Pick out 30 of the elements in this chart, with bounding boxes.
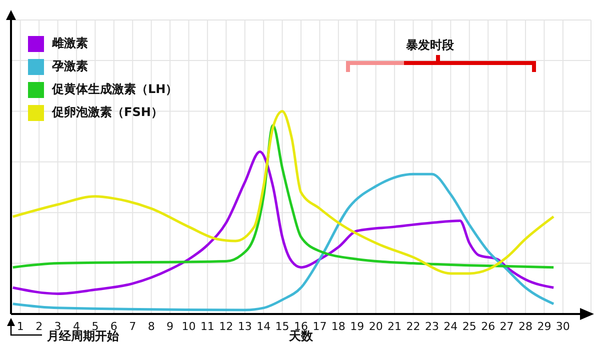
x-tick-label: 12	[219, 320, 234, 333]
x-tick-label: 22	[406, 320, 420, 333]
legend-label: 孕激素	[52, 58, 88, 75]
x-tick-label: 23	[424, 320, 439, 333]
x-tick-label: 15	[275, 320, 290, 333]
x-tick-label: 10	[182, 320, 196, 333]
x-tick-label: 27	[500, 320, 514, 333]
x-tick-label: 21	[388, 320, 402, 333]
x-tick-label: 18	[331, 320, 346, 333]
x-tick-label: 7	[129, 320, 136, 333]
x-tick-label: 30	[556, 320, 570, 333]
x-tick-label: 28	[518, 320, 533, 333]
x-tick-label: 8	[148, 320, 155, 333]
x-tick-label: 17	[312, 320, 327, 333]
x-tick-label: 19	[350, 320, 364, 333]
legend-label: 促黄体生成激素（LH）	[52, 81, 178, 98]
x-tick-label: 26	[481, 320, 496, 333]
legend-label: 雌激素	[52, 35, 88, 52]
x-tick-label: 25	[462, 320, 476, 333]
x-tick-label: 14	[256, 320, 271, 333]
x-tick-label: 13	[238, 320, 252, 333]
x-tick-label: 1	[16, 320, 24, 333]
x-tick-label: 9	[166, 320, 174, 333]
legend-label: 促卵泡激素（FSH）	[52, 104, 163, 121]
x-tick-label: 11	[200, 320, 214, 333]
x-tick-label: 24	[444, 320, 458, 333]
x-tick-label: 2	[36, 320, 43, 333]
x-tick-label: 20	[368, 320, 383, 333]
x-tick-label: 29	[537, 320, 552, 333]
text: 暴发时段	[406, 38, 454, 52]
